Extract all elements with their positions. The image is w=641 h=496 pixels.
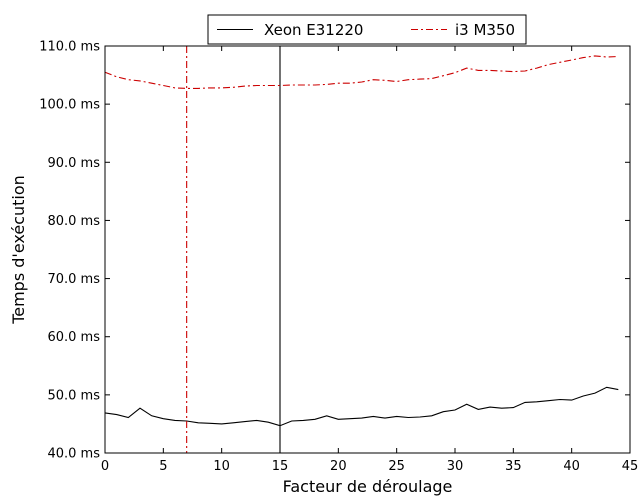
- x-tick-label: 40: [563, 459, 580, 474]
- y-tick-label: 110.0 ms: [39, 40, 100, 55]
- y-tick-label: 50.0 ms: [47, 388, 100, 403]
- legend-label-1: i3 M350: [455, 21, 515, 39]
- plot-frame: [104, 45, 631, 454]
- y-tick-label: 100.0 ms: [39, 98, 100, 113]
- x-tick-label: 45: [622, 459, 639, 474]
- x-tick-label: 30: [447, 459, 464, 474]
- legend-label-0: Xeon E31220: [264, 21, 363, 39]
- legend: Xeon E31220 i3 M350: [207, 14, 527, 45]
- x-tick-label: 35: [505, 459, 522, 474]
- x-tick-label: 5: [159, 459, 167, 474]
- series-marks: [104, 46, 619, 453]
- x-tick-label: 20: [330, 459, 347, 474]
- series-line-1: [104, 55, 619, 89]
- y-tick-label: 60.0 ms: [47, 330, 100, 345]
- x-axis-ticks: 0 5 10 15 20 25 30 35 40 45: [101, 46, 638, 474]
- x-tick-label: 10: [213, 459, 230, 474]
- x-tick-label: 0: [101, 459, 109, 474]
- y-tick-label: 80.0 ms: [47, 214, 100, 229]
- series-line-0: [104, 386, 619, 427]
- x-tick-label: 15: [272, 459, 289, 474]
- y-tick-label: 70.0 ms: [47, 272, 100, 287]
- legend-box: [207, 14, 527, 45]
- x-axis-label: Facteur de déroulage: [283, 477, 453, 496]
- y-axis-label: Temps d'exécution: [9, 175, 28, 325]
- x-tick-label: 25: [388, 459, 405, 474]
- y-tick-label: 90.0 ms: [47, 156, 100, 171]
- y-axis-ticks: 40.0 ms 50.0 ms 60.0 ms 70.0 ms 80.0 ms 90.0 …: [39, 40, 630, 462]
- y-tick-label: 40.0 ms: [47, 447, 100, 462]
